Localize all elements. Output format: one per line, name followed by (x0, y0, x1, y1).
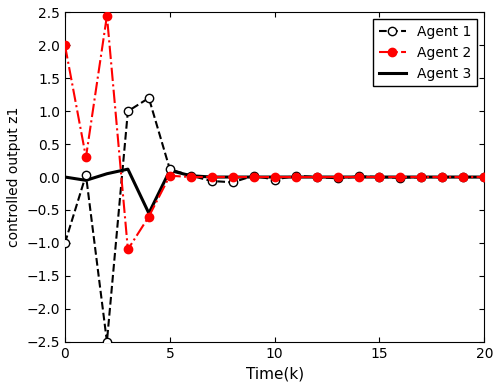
Agent 3 (250, 175, 256, 179)
Agent 2 (146, 214, 152, 219)
Agent 2 (208, 175, 214, 179)
Agent 3 (460, 175, 466, 179)
X-axis label: Time(k): Time(k) (246, 366, 304, 381)
Agent 3 (334, 175, 340, 179)
Agent 1 (167, 167, 173, 171)
Agent 1 (482, 175, 488, 179)
Agent 3 (83, 178, 89, 183)
Agent 2 (460, 175, 466, 179)
Agent 2 (418, 175, 424, 179)
Agent 2 (250, 175, 256, 179)
Agent 1 (292, 173, 298, 178)
Agent 1 (334, 176, 340, 181)
Agent 1 (356, 174, 362, 179)
Agent 1 (250, 173, 256, 178)
Agent 2 (62, 43, 68, 48)
Agent 1 (208, 178, 214, 183)
Agent 2 (125, 247, 131, 252)
Agent 3 (292, 175, 298, 179)
Agent 1 (418, 175, 424, 179)
Legend: Agent 1, Agent 2, Agent 3: Agent 1, Agent 2, Agent 3 (373, 19, 478, 87)
Agent 1 (62, 241, 68, 245)
Agent 3 (104, 171, 110, 176)
Agent 3 (125, 167, 131, 171)
Agent 3 (167, 168, 173, 173)
Agent 3 (418, 175, 424, 179)
Line: Agent 3: Agent 3 (65, 169, 484, 213)
Agent 1 (314, 175, 320, 179)
Agent 2 (167, 173, 173, 178)
Agent 1 (125, 109, 131, 114)
Agent 3 (314, 175, 320, 179)
Agent 2 (104, 14, 110, 18)
Agent 1 (146, 96, 152, 100)
Agent 2 (334, 175, 340, 179)
Line: Agent 1: Agent 1 (61, 94, 488, 346)
Agent 2 (440, 175, 446, 179)
Agent 2 (356, 175, 362, 179)
Agent 2 (314, 175, 320, 179)
Agent 1 (440, 175, 446, 179)
Agent 3 (230, 175, 235, 179)
Agent 1 (398, 175, 404, 180)
Agent 1 (230, 180, 235, 185)
Agent 3 (482, 175, 488, 179)
Agent 1 (272, 177, 278, 182)
Agent 3 (398, 175, 404, 179)
Agent 2 (398, 175, 404, 179)
Agent 3 (188, 173, 194, 178)
Agent 3 (208, 175, 214, 179)
Agent 2 (376, 175, 382, 179)
Agent 3 (146, 211, 152, 216)
Line: Agent 2: Agent 2 (61, 12, 488, 254)
Y-axis label: controlled output z1: controlled output z1 (7, 107, 21, 247)
Agent 3 (356, 175, 362, 179)
Agent 1 (104, 340, 110, 344)
Agent 2 (83, 155, 89, 159)
Agent 3 (272, 175, 278, 179)
Agent 3 (376, 175, 382, 179)
Agent 1 (376, 175, 382, 179)
Agent 3 (62, 175, 68, 179)
Agent 2 (482, 175, 488, 179)
Agent 2 (188, 175, 194, 179)
Agent 2 (272, 175, 278, 179)
Agent 1 (460, 175, 466, 179)
Agent 3 (440, 175, 446, 179)
Agent 2 (230, 175, 235, 179)
Agent 2 (292, 175, 298, 179)
Agent 1 (188, 173, 194, 178)
Agent 1 (83, 173, 89, 177)
